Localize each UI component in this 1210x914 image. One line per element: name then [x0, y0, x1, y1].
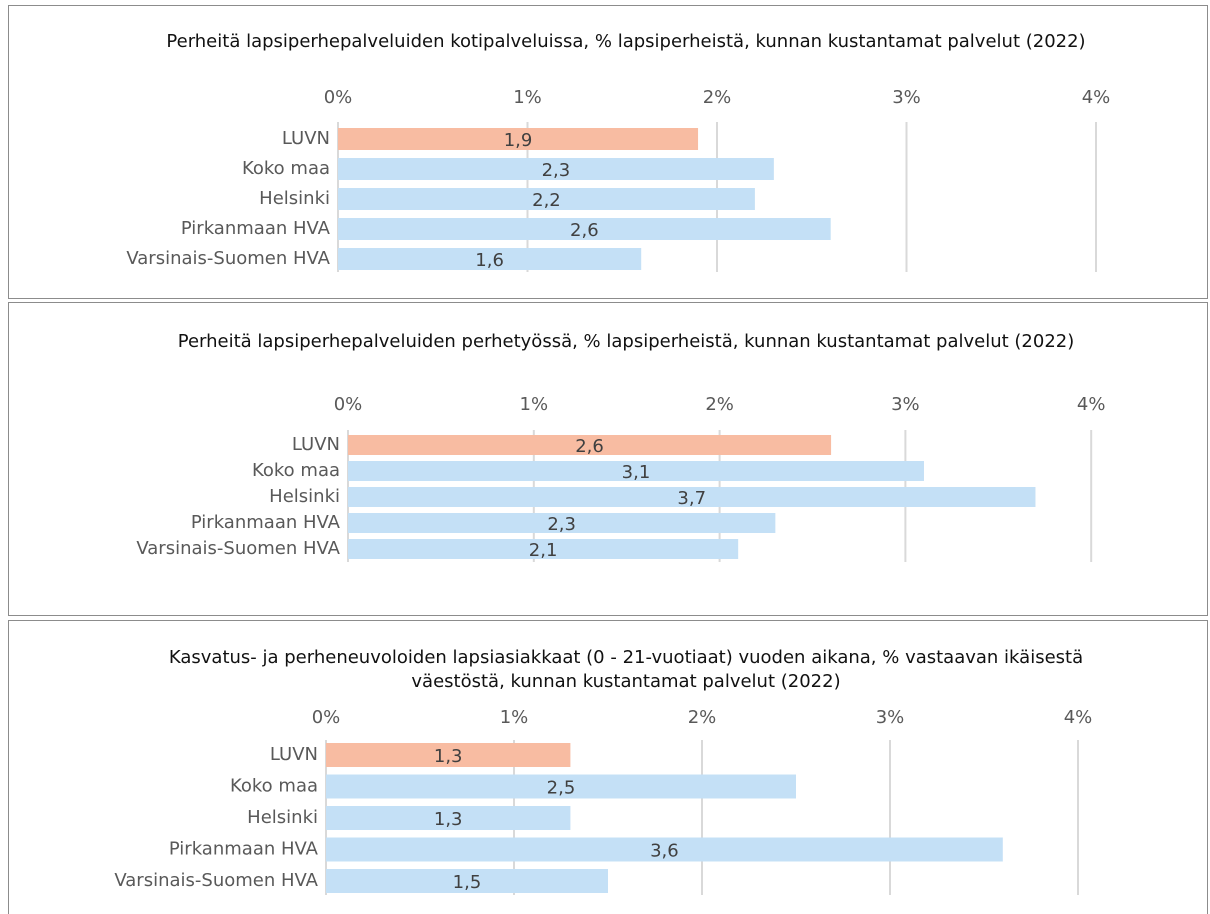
value-label: 2,6 — [570, 220, 599, 241]
value-label: 2,5 — [547, 778, 576, 799]
x-tick-label: 3% — [892, 87, 921, 108]
bar — [338, 248, 642, 270]
chart-title: Perheitä lapsiperhepalveluiden kotipalve… — [166, 31, 1086, 52]
value-label: 1,6 — [475, 250, 504, 271]
category-label: LUVN — [270, 744, 318, 765]
value-label: 2,2 — [532, 190, 561, 211]
category-label: Helsinki — [247, 807, 318, 828]
x-tick-label: 4% — [1082, 87, 1111, 108]
bar — [338, 188, 755, 210]
x-tick-label: 0% — [324, 87, 353, 108]
value-label: 3,7 — [677, 488, 706, 509]
x-tick-label: 2% — [705, 394, 734, 415]
chart-panel — [8, 620, 1208, 914]
x-tick-label: 2% — [688, 707, 717, 728]
category-label: Pirkanmaan HVA — [169, 839, 319, 860]
value-label: 3,1 — [622, 462, 651, 483]
bar — [348, 461, 924, 481]
bar — [348, 487, 1036, 507]
chart-panel — [8, 302, 1208, 616]
bar — [338, 218, 831, 240]
bar — [338, 158, 774, 180]
x-tick-label: 1% — [513, 87, 542, 108]
category-label: Koko maa — [230, 776, 318, 797]
x-tick-label: 0% — [312, 707, 341, 728]
bar — [326, 869, 608, 893]
category-label: Helsinki — [259, 188, 330, 209]
chart-title: Kasvatus- ja perheneuvoloiden lapsiasiak… — [168, 647, 1084, 692]
category-label: Pirkanmaan HVA — [191, 512, 341, 533]
value-label: 2,6 — [575, 436, 604, 457]
bar — [326, 837, 1003, 862]
x-tick-label: 3% — [891, 394, 920, 415]
category-label: Varsinais-Suomen HVA — [126, 248, 330, 269]
value-label: 3,6 — [650, 841, 679, 862]
bar — [326, 806, 571, 830]
chart-panel — [8, 5, 1208, 299]
bar — [338, 128, 699, 150]
category-label: Pirkanmaan HVA — [181, 218, 331, 239]
x-tick-label: 4% — [1077, 394, 1106, 415]
bar — [326, 774, 796, 799]
x-tick-label: 4% — [1064, 707, 1093, 728]
bar — [348, 513, 776, 533]
category-label: Koko maa — [242, 158, 330, 179]
bar — [348, 539, 739, 559]
value-label: 1,9 — [504, 130, 533, 151]
bar — [348, 435, 832, 455]
value-label: 2,3 — [542, 160, 571, 181]
chart-title: Perheitä lapsiperhepalveluiden perhetyös… — [177, 331, 1075, 352]
value-label: 1,3 — [434, 809, 463, 830]
category-label: Helsinki — [269, 486, 340, 507]
value-label: 1,5 — [453, 872, 482, 893]
category-label: Koko maa — [252, 460, 340, 481]
category-label: Varsinais-Suomen HVA — [114, 870, 318, 891]
bar — [326, 743, 571, 767]
x-tick-label: 0% — [334, 394, 363, 415]
category-label: LUVN — [282, 128, 330, 149]
value-label: 2,1 — [529, 540, 558, 561]
value-label: 1,3 — [434, 746, 463, 767]
x-tick-label: 2% — [703, 87, 732, 108]
x-tick-label: 3% — [876, 707, 905, 728]
category-label: Varsinais-Suomen HVA — [136, 538, 340, 559]
x-tick-label: 1% — [500, 707, 529, 728]
category-label: LUVN — [292, 434, 340, 455]
x-tick-label: 1% — [520, 394, 549, 415]
value-label: 2,3 — [547, 514, 576, 535]
